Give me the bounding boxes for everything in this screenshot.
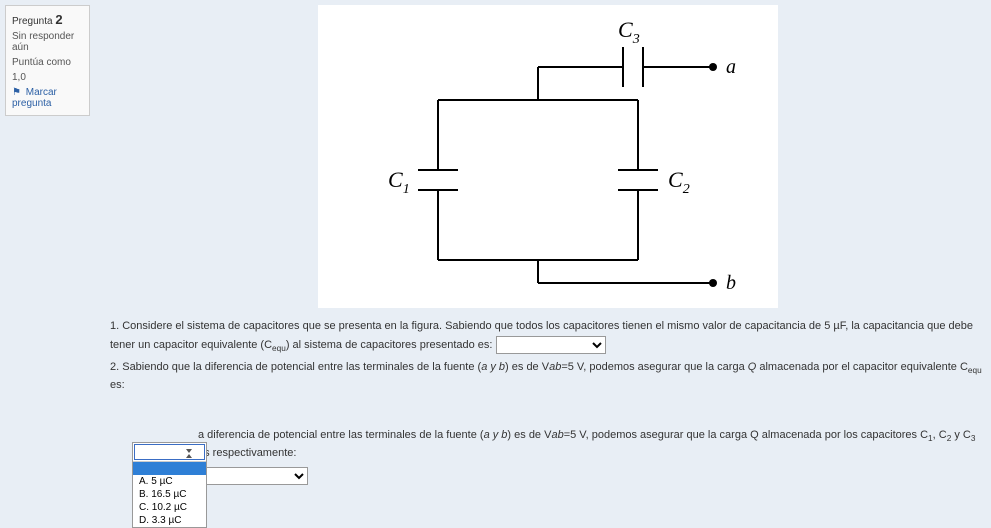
q2-m2: =5 V, podemos asegurar que la carga bbox=[561, 361, 747, 373]
label-b: b bbox=[726, 272, 736, 294]
q2-sub: equ bbox=[968, 366, 982, 375]
q2-m3: almacenada por el capacitor equivalente … bbox=[759, 361, 968, 373]
q3-i1: a y b bbox=[484, 429, 508, 441]
answer-select-1[interactable] bbox=[496, 336, 606, 354]
dropdown-option-b[interactable]: B. 16.5 µC bbox=[133, 488, 206, 501]
question-2-text: 2. Sabiendo que la diferencia de potenci… bbox=[110, 359, 986, 395]
q2-suffix: es: bbox=[110, 379, 125, 391]
question-text-block: 1. Considere el sistema de capacitores q… bbox=[110, 318, 986, 485]
question-content: C1 C2 C3 a b 1. Considere el sistema de … bbox=[110, 0, 986, 489]
question-number-value: 2 bbox=[55, 12, 62, 27]
q2-i3: Q bbox=[748, 361, 760, 373]
dropdown-option-a[interactable]: A. 5 µC bbox=[133, 475, 206, 488]
node-b-dot bbox=[709, 279, 717, 287]
label-c1: C1 bbox=[388, 167, 410, 197]
figure-wrap: C1 C2 C3 a b bbox=[110, 5, 986, 308]
question-3-text: a diferencia de potencial entre las term… bbox=[198, 427, 986, 463]
q2-m1: ) es de V bbox=[505, 361, 549, 373]
q3-m1: ) es de V bbox=[507, 429, 551, 441]
question-1-text: 1. Considere el sistema de capacitores q… bbox=[110, 318, 986, 355]
question-number: Pregunta 2 bbox=[12, 12, 83, 27]
q2-i2: ab bbox=[549, 361, 561, 373]
q1-mid: ) al sistema de capacitores presentado e… bbox=[286, 339, 493, 351]
q2-prefix: 2. Sabiendo que la diferencia de potenci… bbox=[110, 361, 481, 373]
points-value: 1,0 bbox=[12, 72, 83, 83]
q3-s3: 3 bbox=[971, 434, 976, 443]
question-status: Sin responder aún bbox=[12, 31, 83, 53]
question-meta-panel: Pregunta 2 Sin responder aún Puntúa como… bbox=[5, 5, 90, 116]
dropdown-option-c[interactable]: C. 10.2 µC bbox=[133, 501, 206, 514]
points-label: Puntúa como bbox=[12, 57, 83, 68]
q3-i2: ab bbox=[551, 429, 563, 441]
answer-select-2-open[interactable]: A. 5 µC B. 16.5 µC C. 10.2 µC D. 3.3 µC bbox=[132, 442, 207, 528]
answer-select-3[interactable] bbox=[198, 467, 308, 485]
q3-y: y C bbox=[951, 429, 971, 441]
circuit-figure: C1 C2 C3 a b bbox=[318, 5, 778, 308]
dropdown-option-d[interactable]: D. 3.3 µC bbox=[133, 514, 206, 527]
label-c2: C2 bbox=[668, 167, 690, 197]
q3-m2: =5 V, podemos asegurar que la carga Q al… bbox=[564, 429, 928, 441]
dropdown-option-blank[interactable] bbox=[133, 462, 206, 475]
q3-suffix: es respectivamente: bbox=[198, 447, 296, 459]
answer-select-3-wrap bbox=[198, 467, 986, 486]
flag-question-link[interactable]: ⚑ Marcar pregunta bbox=[12, 87, 83, 109]
circuit-svg: C1 C2 C3 a b bbox=[318, 5, 778, 305]
node-a-dot bbox=[709, 63, 717, 71]
q2-i1: a y b bbox=[481, 361, 505, 373]
answer-select-2-display[interactable] bbox=[134, 444, 205, 460]
question-label: Pregunta bbox=[12, 16, 53, 27]
q3-c1: , C bbox=[933, 429, 947, 441]
q3-prefix: a diferencia de potencial entre las term… bbox=[198, 429, 484, 441]
label-c3: C3 bbox=[618, 17, 640, 47]
q1-sub: equ bbox=[272, 344, 286, 353]
label-a: a bbox=[726, 56, 736, 78]
flag-icon: ⚑ bbox=[12, 87, 21, 98]
answer-select-2-list: A. 5 µC B. 16.5 µC C. 10.2 µC D. 3.3 µC bbox=[133, 461, 206, 527]
